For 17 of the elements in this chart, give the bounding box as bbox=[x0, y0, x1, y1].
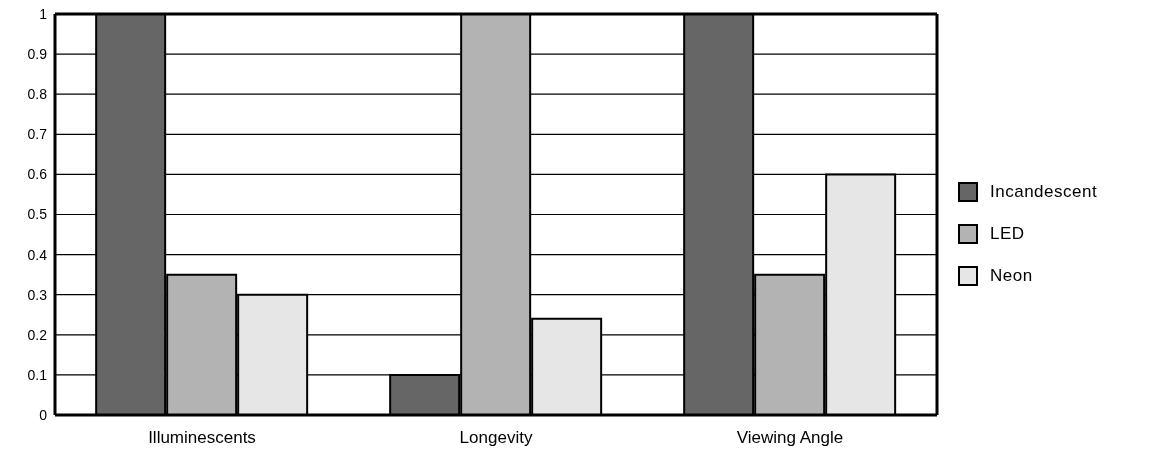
x-tick-label: Illuminescents bbox=[148, 428, 256, 448]
legend-label: LED bbox=[990, 224, 1025, 244]
x-tick-label: Longevity bbox=[459, 428, 533, 448]
y-tick-label: 1 bbox=[39, 5, 48, 22]
y-tick-label: 0.7 bbox=[27, 126, 48, 143]
legend-label: Incandescent bbox=[990, 182, 1098, 202]
x-tick-label: Viewing Angle bbox=[736, 428, 844, 448]
y-tick-label: 0.3 bbox=[27, 286, 48, 303]
y-tick-label: 0 bbox=[39, 406, 48, 423]
y-tick-label: 0.9 bbox=[27, 46, 48, 63]
y-tick-label: 0.1 bbox=[27, 366, 48, 383]
y-tick-label: 0.5 bbox=[27, 206, 48, 223]
y-tick-label: 0.8 bbox=[27, 86, 48, 103]
y-tick-label: 0.2 bbox=[27, 326, 48, 343]
legend-label: Neon bbox=[990, 266, 1033, 286]
y-tick-label: 0.6 bbox=[27, 166, 48, 183]
y-tick-label: 0.4 bbox=[27, 246, 48, 263]
